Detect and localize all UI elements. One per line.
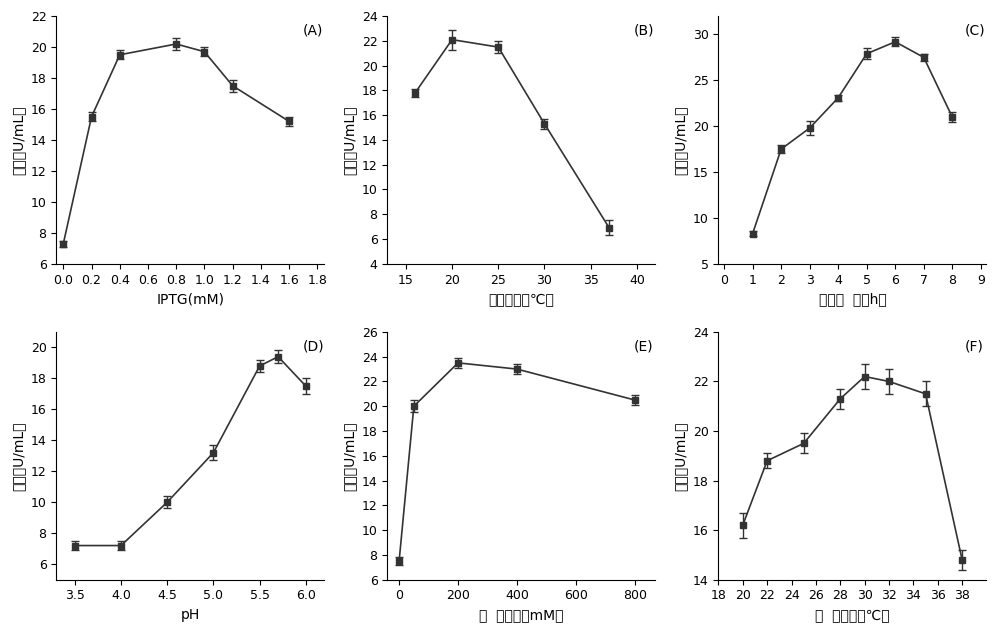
Text: (D): (D): [303, 339, 325, 353]
Text: (E): (E): [634, 339, 654, 353]
Text: (F): (F): [965, 339, 984, 353]
Text: (B): (B): [634, 23, 654, 37]
Text: (A): (A): [303, 23, 323, 37]
X-axis label: 反  应温度（℃）: 反 应温度（℃）: [815, 608, 890, 622]
X-axis label: 诱导时  间（h）: 诱导时 间（h）: [819, 292, 886, 306]
Y-axis label: 活力（U/mL）: 活力（U/mL）: [342, 105, 356, 175]
Y-axis label: 活力（U/mL）: 活力（U/mL）: [11, 421, 25, 491]
Text: (C): (C): [965, 23, 986, 37]
X-axis label: pH: pH: [181, 608, 200, 622]
Y-axis label: 活力（U/mL）: 活力（U/mL）: [342, 421, 356, 491]
Y-axis label: 活力（U/mL）: 活力（U/mL）: [11, 105, 25, 175]
Y-axis label: 活力（U/mL）: 活力（U/mL）: [673, 105, 687, 175]
X-axis label: IPTG(mM): IPTG(mM): [156, 292, 224, 306]
X-axis label: 底  物浓度（mM）: 底 物浓度（mM）: [479, 608, 564, 622]
Y-axis label: 活力（U/mL）: 活力（U/mL）: [673, 421, 687, 491]
X-axis label: 诱导温度（℃）: 诱导温度（℃）: [488, 292, 554, 306]
